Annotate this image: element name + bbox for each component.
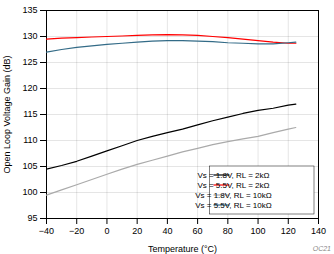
svg-text:20: 20 xyxy=(132,226,142,236)
svg-text:140: 140 xyxy=(311,226,326,236)
svg-text:Vs = 1.8V, RL = 2kΩ: Vs = 1.8V, RL = 2kΩ xyxy=(197,171,269,180)
svg-text:80: 80 xyxy=(223,226,233,236)
svg-text:−40: −40 xyxy=(39,226,54,236)
svg-text:120: 120 xyxy=(281,226,296,236)
svg-text:Vs = 5.5V, RL = 10kΩ: Vs = 5.5V, RL = 10kΩ xyxy=(195,201,272,210)
svg-text:135: 135 xyxy=(22,5,37,15)
svg-text:110: 110 xyxy=(23,135,37,145)
svg-text:−20: −20 xyxy=(69,226,84,236)
svg-text:Vs = 5.5V, RL = 2kΩ: Vs = 5.5V, RL = 2kΩ xyxy=(197,181,269,190)
svg-text:105: 105 xyxy=(22,161,37,171)
svg-text:Open Loop Voltage Gain (dB): Open Loop Voltage Gain (dB) xyxy=(2,55,12,173)
svg-text:60: 60 xyxy=(193,226,203,236)
svg-text:95: 95 xyxy=(27,213,37,223)
svg-text:Vs = 1.8V, RL = 10kΩ: Vs = 1.8V, RL = 10kΩ xyxy=(195,191,272,200)
svg-text:125: 125 xyxy=(22,57,37,67)
svg-text:115: 115 xyxy=(23,109,37,119)
svg-text:130: 130 xyxy=(22,31,37,41)
svg-text:Temperature (°C): Temperature (°C) xyxy=(148,244,217,254)
svg-text:100: 100 xyxy=(22,187,37,197)
svg-text:OC21: OC21 xyxy=(313,245,331,252)
svg-text:120: 120 xyxy=(22,83,37,93)
svg-text:40: 40 xyxy=(162,226,172,236)
svg-text:100: 100 xyxy=(251,226,266,236)
svg-text:0: 0 xyxy=(104,226,109,236)
